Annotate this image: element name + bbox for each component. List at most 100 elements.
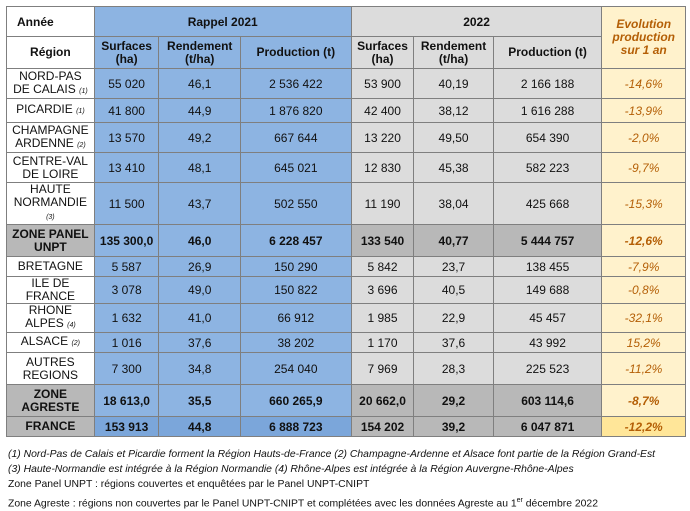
cell-region: ALSACE (2) bbox=[6, 332, 95, 353]
table-row: ALSACE (2) 1 016 37,6 38 202 1 170 37,6 43 992… bbox=[6, 332, 686, 353]
cell-rendement-2021: 43,7 bbox=[158, 182, 241, 225]
cell-production-2021: 150 290 bbox=[239, 256, 352, 277]
region-name: CHAMPAGNE ARDENNE bbox=[12, 122, 89, 150]
region-name: CENTRE-VAL DE LOIRE bbox=[12, 153, 88, 181]
table-row: ZONE PANEL UNPT 135 300,0 46,0 6 228 457 133… bbox=[6, 224, 686, 257]
region-footnote: (2) bbox=[71, 340, 80, 347]
region-name: ILE DE FRANCE bbox=[25, 276, 76, 303]
cell-production-2022: 6 047 871 bbox=[492, 416, 603, 437]
region-name: PICARDIE bbox=[16, 102, 73, 116]
production-table: Année Rappel 2021 2022 Evolution product… bbox=[6, 6, 686, 437]
cell-production-2021: 254 040 bbox=[239, 352, 352, 385]
header-region: Région bbox=[6, 36, 95, 69]
table-row: HAUTE NORMANDIE (3) 11 500 43,7 502 550 11 1… bbox=[6, 182, 686, 225]
cell-evolution: -0,8% bbox=[601, 276, 686, 304]
cell-rendement-2021: 49,0 bbox=[158, 276, 241, 304]
cell-region: ILE DE FRANCE bbox=[6, 276, 95, 304]
cell-rendement-2022: 38,04 bbox=[413, 182, 494, 225]
cell-rendement-2022: 29,2 bbox=[413, 384, 494, 417]
cell-surfaces-2021: 5 587 bbox=[93, 256, 160, 277]
region-footnote: (3) bbox=[46, 214, 55, 221]
region-footnote: (1) bbox=[76, 108, 85, 115]
cell-surfaces-2022: 3 696 bbox=[350, 276, 415, 304]
cell-surfaces-2021: 41 800 bbox=[93, 98, 160, 123]
header-year-2021: Rappel 2021 bbox=[93, 6, 352, 37]
cell-rendement-2021: 46,1 bbox=[158, 68, 241, 99]
cell-production-2022: 1 616 288 bbox=[492, 98, 603, 123]
cell-evolution: -7,9% bbox=[601, 256, 686, 277]
region-name: BRETAGNE bbox=[17, 259, 83, 273]
cell-surfaces-2022: 11 190 bbox=[350, 182, 415, 225]
footnote-2: (3) Haute-Normandie est intégrée à la Ré… bbox=[8, 464, 574, 476]
cell-production-2021: 667 644 bbox=[239, 122, 352, 153]
header-surfaces-2021: Surfaces (ha) bbox=[93, 36, 160, 69]
cell-rendement-2022: 45,38 bbox=[413, 152, 494, 183]
cell-evolution: -2,0% bbox=[601, 122, 686, 153]
cell-region: PICARDIE (1) bbox=[6, 98, 95, 123]
cell-surfaces-2021: 13 570 bbox=[93, 122, 160, 153]
header-year-2022: 2022 bbox=[350, 6, 603, 37]
header-evolution: Evolution production sur 1 an bbox=[601, 6, 686, 69]
cell-rendement-2022: 49,50 bbox=[413, 122, 494, 153]
cell-production-2021: 150 822 bbox=[239, 276, 352, 304]
region-name: FRANCE bbox=[25, 419, 76, 433]
table-row: ZONE AGRESTE 18 613,0 35,5 660 265,9 20 662,… bbox=[6, 384, 686, 417]
footnotes: (1) Nord-Pas de Calais et Picardie forme… bbox=[8, 447, 688, 511]
table-row: ILE DE FRANCE 3 078 49,0 150 822 3 696 40,5 14… bbox=[6, 276, 686, 304]
table-row: PICARDIE (1) 41 800 44,9 1 876 820 42 400 38,… bbox=[6, 98, 686, 123]
cell-surfaces-2021: 11 500 bbox=[93, 182, 160, 225]
footnote-sup: er bbox=[516, 496, 523, 504]
cell-rendement-2022: 38,12 bbox=[413, 98, 494, 123]
table-row: BRETAGNE 5 587 26,9 150 290 5 842 23,7 138 455… bbox=[6, 256, 686, 277]
cell-rendement-2022: 40,77 bbox=[413, 224, 494, 257]
region-name: AUTRES REGIONS bbox=[22, 354, 79, 382]
cell-region: ZONE AGRESTE bbox=[6, 384, 95, 417]
table-row: AUTRES REGIONS 7 300 34,8 254 040 7 969 28,3 2… bbox=[6, 352, 686, 385]
cell-production-2021: 2 536 422 bbox=[239, 68, 352, 99]
cell-region: ZONE PANEL UNPT bbox=[6, 224, 95, 257]
cell-surfaces-2021: 7 300 bbox=[93, 352, 160, 385]
cell-rendement-2021: 35,5 bbox=[158, 384, 241, 417]
header-rendement-2022: Rendement (t/ha) bbox=[413, 36, 494, 69]
cell-region: FRANCE bbox=[6, 416, 95, 437]
header-production-2022: Production (t) bbox=[492, 36, 603, 69]
cell-rendement-2021: 49,2 bbox=[158, 122, 241, 153]
cell-production-2022: 43 992 bbox=[492, 332, 603, 353]
cell-surfaces-2021: 1 632 bbox=[93, 303, 160, 333]
region-name: ZONE PANEL UNPT bbox=[12, 226, 89, 254]
footnote-zone-agreste-text: Zone Agreste : régions non couvertes par… bbox=[8, 498, 517, 510]
cell-surfaces-2022: 133 540 bbox=[350, 224, 415, 257]
table-row: RHONE ALPES (4) 1 632 41,0 66 912 1 985 22,9 4… bbox=[6, 303, 686, 333]
cell-production-2022: 2 166 188 bbox=[492, 68, 603, 99]
header-annee: Année bbox=[6, 6, 95, 37]
cell-rendement-2021: 26,9 bbox=[158, 256, 241, 277]
cell-region: CENTRE-VAL DE LOIRE bbox=[6, 152, 95, 183]
cell-evolution: -12,6% bbox=[601, 224, 686, 257]
cell-rendement-2022: 40,5 bbox=[413, 276, 494, 304]
footnote-zone-agreste-date: décembre 2022 bbox=[522, 498, 598, 510]
cell-evolution: -14,6% bbox=[601, 68, 686, 99]
cell-production-2021: 1 876 820 bbox=[239, 98, 352, 123]
cell-rendement-2022: 22,9 bbox=[413, 303, 494, 333]
footnote-zone-agreste: Zone Agreste : régions non couvertes par… bbox=[8, 493, 688, 511]
cell-surfaces-2022: 20 662,0 bbox=[350, 384, 415, 417]
header-production-2021: Production (t) bbox=[239, 36, 352, 69]
cell-region: HAUTE NORMANDIE (3) bbox=[6, 182, 95, 225]
cell-production-2021: 502 550 bbox=[239, 182, 352, 225]
cell-production-2021: 66 912 bbox=[239, 303, 352, 333]
table-body: NORD-PAS DE CALAIS (1) 55 020 46,1 2 536 42… bbox=[6, 68, 686, 437]
cell-surfaces-2021: 18 613,0 bbox=[93, 384, 160, 417]
cell-evolution: -11,2% bbox=[601, 352, 686, 385]
cell-rendement-2021: 37,6 bbox=[158, 332, 241, 353]
table-row: CENTRE-VAL DE LOIRE 13 410 48,1 645 021 12 8… bbox=[6, 152, 686, 183]
cell-surfaces-2021: 1 016 bbox=[93, 332, 160, 353]
cell-surfaces-2022: 1 170 bbox=[350, 332, 415, 353]
cell-evolution: 15,2% bbox=[601, 332, 686, 353]
cell-rendement-2021: 34,8 bbox=[158, 352, 241, 385]
cell-production-2022: 425 668 bbox=[492, 182, 603, 225]
region-footnote: (1) bbox=[79, 87, 88, 95]
cell-production-2022: 603 114,6 bbox=[492, 384, 603, 417]
cell-production-2022: 45 457 bbox=[492, 303, 603, 333]
footnote-zone-panel: Zone Panel UNPT : régions couvertes et e… bbox=[8, 479, 370, 491]
cell-rendement-2022: 40,19 bbox=[413, 68, 494, 99]
